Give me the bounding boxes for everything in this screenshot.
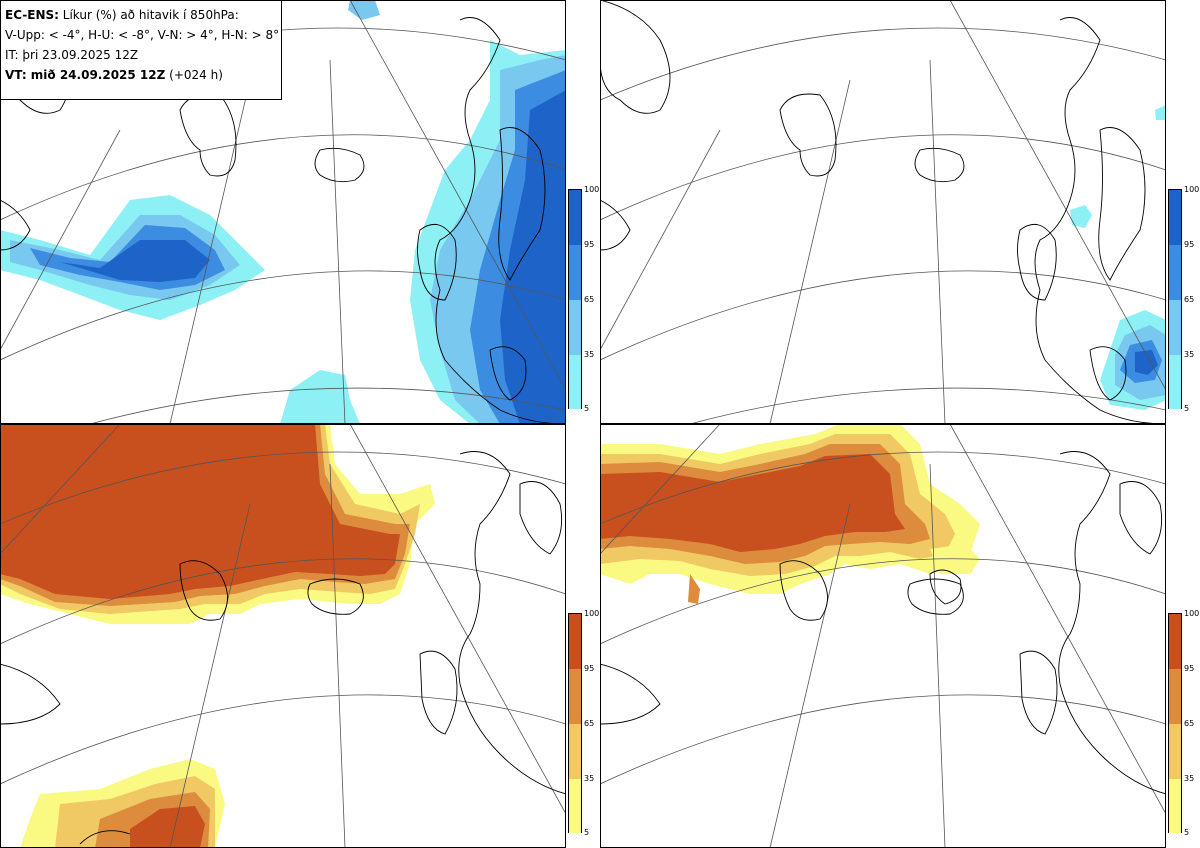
map-panel-warm-4 <box>0 424 566 848</box>
graticule <box>600 424 1166 848</box>
graticule <box>0 424 566 848</box>
legend-bar <box>568 189 582 409</box>
legend-tick: 65 <box>1184 719 1195 728</box>
coastlines <box>0 451 566 845</box>
legend-tick: 95 <box>1184 240 1195 249</box>
legend-tick: 35 <box>1184 350 1195 359</box>
map-panel-cold-8 <box>600 0 1166 424</box>
legend-tick: 65 <box>584 295 595 304</box>
legend-warm-bottom: 100 95 65 35 5 <box>568 609 600 837</box>
legend-tick: 95 <box>1184 664 1195 673</box>
legend-bar <box>1168 613 1182 833</box>
valid-time-label: VT: mið 24.09.2025 12Z <box>5 68 166 82</box>
info-box: EC-ENS: Líkur (%) að hitavik í 850hPa: V… <box>0 0 282 100</box>
legend-warm-bottom-right: 100 95 65 35 5 <box>1168 609 1200 837</box>
legend-tick: 5 <box>1184 828 1190 837</box>
probability-shading-cold-4 <box>0 0 566 424</box>
legend-tick: 35 <box>584 350 595 359</box>
legend-tick: 35 <box>584 774 595 783</box>
probability-shading-warm-8 <box>600 424 980 604</box>
legend-tick: 5 <box>584 404 590 413</box>
legend-cold-top: 100 95 65 35 5 <box>568 185 600 413</box>
legend-tick: 100 <box>584 609 600 618</box>
title-label: Líkur (%) að hitavik í 850hPa: <box>62 8 239 22</box>
legend-tick: 5 <box>1184 404 1190 413</box>
map-canvas-warm-8 <box>600 424 1166 848</box>
probability-shading-warm-4 <box>0 424 435 848</box>
map-canvas-cold-4 <box>0 0 566 424</box>
legend-tick: 65 <box>1184 295 1195 304</box>
legend-tick: 100 <box>1184 609 1200 618</box>
probability-shading-cold-8 <box>1070 105 1166 410</box>
legend-bar <box>1168 189 1182 409</box>
legend-bar <box>568 613 582 833</box>
initial-time-label: IT: þri 23.09.2025 12Z <box>5 48 139 62</box>
legend-tick: 5 <box>584 828 590 837</box>
map-canvas-cold-8 <box>600 0 1166 424</box>
graticule <box>600 0 1166 424</box>
lead-time-label: (+024 h) <box>169 68 223 82</box>
legend-tick: 95 <box>584 664 595 673</box>
legend-tick: 65 <box>584 719 595 728</box>
map-panel-warm-8 <box>600 424 1166 848</box>
coastlines <box>600 451 1166 795</box>
product-label: EC-ENS: <box>5 8 59 22</box>
map-canvas-warm-4 <box>0 424 566 848</box>
legend-cold-top-right: 100 95 65 35 5 <box>1168 185 1200 413</box>
coastlines <box>600 0 1166 424</box>
thresholds-label: V-Upp: < -4°, H-U: < -8°, V-N: > 4°, H-N… <box>5 28 280 42</box>
legend-tick: 100 <box>584 185 600 194</box>
legend-tick: 95 <box>584 240 595 249</box>
legend-tick: 100 <box>1184 185 1200 194</box>
legend-tick: 35 <box>1184 774 1195 783</box>
map-panel-cold-4: EC-ENS: Líkur (%) að hitavik í 850hPa: V… <box>0 0 566 424</box>
